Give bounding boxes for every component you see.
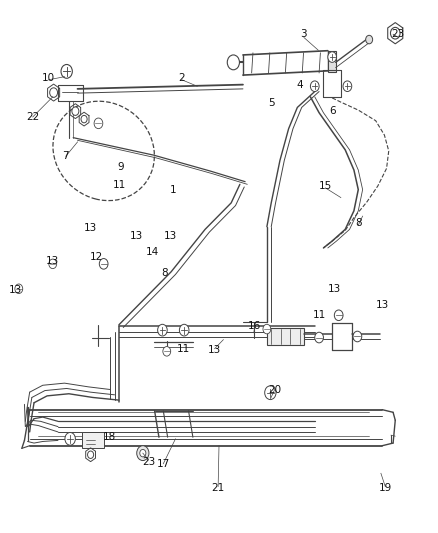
Text: 11: 11 [113, 180, 127, 190]
Circle shape [227, 55, 240, 70]
Text: 11: 11 [177, 344, 190, 354]
Text: 11: 11 [312, 310, 326, 320]
Circle shape [328, 52, 336, 62]
Text: 23: 23 [392, 29, 405, 39]
Text: 22: 22 [26, 112, 39, 122]
Circle shape [61, 64, 72, 78]
Text: 14: 14 [146, 247, 159, 257]
Text: 23: 23 [142, 457, 155, 466]
Circle shape [49, 88, 57, 98]
Circle shape [311, 81, 319, 92]
Text: 17: 17 [157, 459, 170, 469]
Circle shape [391, 27, 400, 39]
Circle shape [315, 332, 323, 343]
Circle shape [265, 386, 276, 400]
Text: 8: 8 [355, 218, 362, 228]
Text: 8: 8 [161, 268, 168, 278]
Circle shape [366, 35, 373, 44]
Text: 4: 4 [296, 80, 303, 90]
Circle shape [343, 81, 352, 92]
Circle shape [158, 324, 167, 336]
Text: 6: 6 [329, 106, 336, 116]
Text: 3: 3 [300, 29, 307, 39]
Text: 5: 5 [268, 98, 275, 108]
Text: 21: 21 [212, 483, 225, 493]
Circle shape [88, 451, 94, 458]
Circle shape [180, 324, 189, 336]
Circle shape [263, 324, 271, 334]
Text: 7: 7 [63, 151, 69, 161]
Circle shape [94, 118, 103, 128]
Bar [328, 51, 336, 72]
Text: 13: 13 [46, 256, 60, 266]
Circle shape [15, 284, 23, 294]
Circle shape [65, 432, 75, 445]
Text: 2: 2 [179, 73, 185, 83]
Text: 18: 18 [102, 432, 116, 442]
Circle shape [49, 259, 57, 269]
Bar [267, 328, 304, 345]
Circle shape [99, 259, 108, 269]
Circle shape [72, 107, 79, 115]
Text: 13: 13 [164, 231, 177, 241]
Text: 10: 10 [42, 73, 55, 83]
Text: 13: 13 [130, 231, 143, 241]
Circle shape [140, 449, 146, 457]
Text: 13: 13 [208, 345, 221, 356]
Text: 19: 19 [378, 483, 392, 493]
Text: 13: 13 [9, 285, 22, 295]
Text: 12: 12 [90, 252, 103, 262]
Text: 16: 16 [248, 321, 261, 331]
Circle shape [137, 446, 149, 461]
Bar [82, 432, 104, 448]
Circle shape [353, 331, 362, 342]
Text: 1: 1 [170, 184, 177, 195]
Circle shape [163, 346, 171, 356]
Text: 13: 13 [84, 223, 97, 233]
Text: 13: 13 [375, 300, 389, 310]
Text: 20: 20 [268, 384, 281, 394]
Text: 13: 13 [328, 284, 341, 294]
Circle shape [334, 310, 343, 320]
Circle shape [81, 115, 87, 123]
Text: 15: 15 [319, 181, 332, 191]
Text: 9: 9 [118, 162, 124, 172]
